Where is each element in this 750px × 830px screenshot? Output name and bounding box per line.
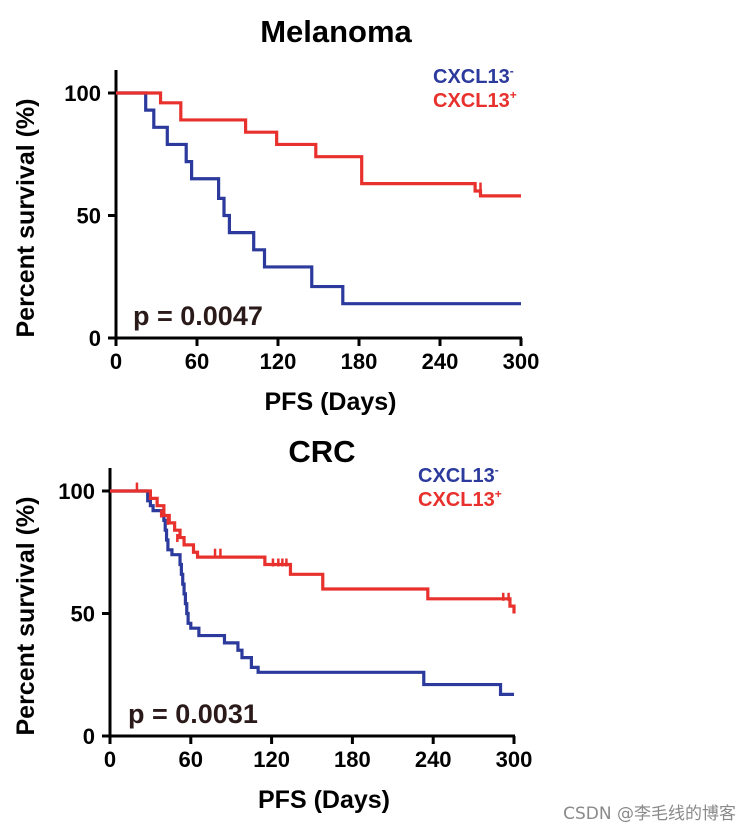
y-tick-label: 0: [83, 724, 95, 749]
x-tick-label: 300: [503, 349, 540, 374]
chart-panel-2: CRC 0 60 120 180 240 300 0 50 100 PFS (Days) Percen…: [12, 434, 532, 814]
x-tick-label: 60: [185, 349, 209, 374]
series-line-positive: [116, 91, 521, 198]
legend-entry-positive: CXCL13+: [418, 487, 502, 511]
legend-entry-negative: CXCL13-: [418, 463, 499, 487]
y-tick-label: 100: [58, 479, 95, 504]
x-tick-label: 240: [415, 747, 452, 772]
chart-title: Melanoma: [260, 14, 412, 49]
x-tick-label: 300: [496, 747, 533, 772]
x-tick-label: 0: [110, 349, 122, 374]
y-tick-label: 50: [77, 204, 101, 229]
x-tick-label: 240: [422, 349, 459, 374]
x-axis-label: PFS (Days): [258, 786, 390, 814]
series-line-negative: [116, 91, 521, 306]
p-value-annotation: p = 0.0031: [128, 699, 258, 729]
y-tick-label: 0: [89, 326, 101, 351]
x-tick-label: 60: [179, 747, 203, 772]
chart-panel-1: Melanoma 0 60 120 180 240 300 0 50 100 PFS (Days) P…: [12, 14, 539, 416]
x-tick-label: 0: [104, 747, 116, 772]
series-line-positive: [110, 489, 516, 614]
y-axis-label: Percent survival (%): [12, 497, 40, 736]
chart-title: CRC: [288, 434, 355, 469]
watermark: CSDN @李毛线的博客: [563, 804, 736, 824]
x-axis-label: PFS (Days): [265, 388, 397, 416]
x-tick-label: 180: [334, 747, 371, 772]
y-tick-label: 50: [71, 602, 95, 627]
legend-entry-negative: CXCL13-: [433, 64, 514, 88]
y-tick-label: 100: [64, 81, 101, 106]
x-tick-label: 120: [260, 349, 297, 374]
series-line-negative: [110, 489, 514, 696]
legend-entry-positive: CXCL13+: [433, 88, 517, 112]
p-value-annotation: p = 0.0047: [133, 301, 263, 331]
x-tick-label: 120: [253, 747, 290, 772]
x-tick-label: 180: [341, 349, 378, 374]
y-axis-label: Percent survival (%): [12, 99, 40, 338]
